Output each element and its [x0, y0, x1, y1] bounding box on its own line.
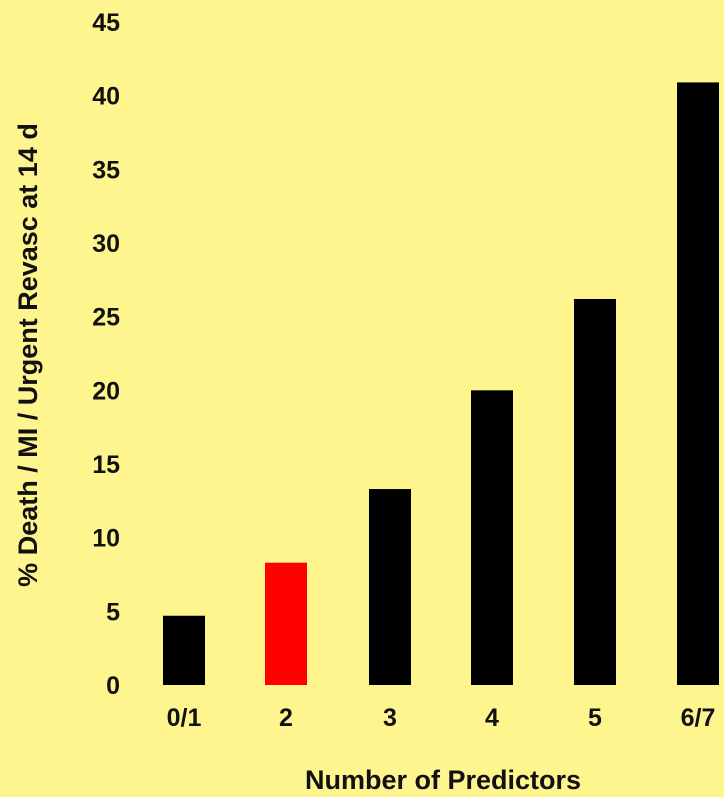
y-axis-ticks: 0 5 10 15 20 25 30 35 40 45	[92, 9, 120, 700]
x-tick-label: 2	[279, 704, 293, 732]
y-tick-label: 45	[92, 9, 120, 37]
x-tick-label: 4	[485, 704, 499, 732]
bar-4	[471, 390, 513, 685]
y-tick-label: 30	[92, 230, 120, 258]
x-tick-label: 6/7	[681, 704, 716, 732]
y-tick-label: 15	[92, 451, 120, 479]
bars	[163, 82, 719, 685]
bar-2	[265, 562, 307, 685]
bar-0-1	[163, 615, 205, 685]
y-tick-label: 10	[92, 525, 120, 553]
x-tick-label: 0/1	[167, 704, 202, 732]
x-axis-title: Number of Predictors	[305, 765, 581, 795]
x-tick-label: 5	[588, 704, 602, 732]
y-tick-label: 0	[106, 672, 120, 700]
y-tick-label: 5	[106, 598, 120, 626]
bar-6-7	[677, 82, 719, 685]
y-tick-label: 20	[92, 377, 120, 405]
y-tick-label: 40	[92, 83, 120, 111]
bar-5	[574, 298, 616, 685]
y-tick-label: 35	[92, 156, 120, 184]
x-tick-label: 3	[383, 704, 397, 732]
bar-3	[369, 489, 411, 685]
y-axis-title: % Death / MI / Urgent Revasc at 14 d	[13, 123, 43, 587]
x-axis-ticks: 0/1 2 3 4 5 6/7	[167, 704, 716, 732]
y-tick-label: 25	[92, 304, 120, 332]
